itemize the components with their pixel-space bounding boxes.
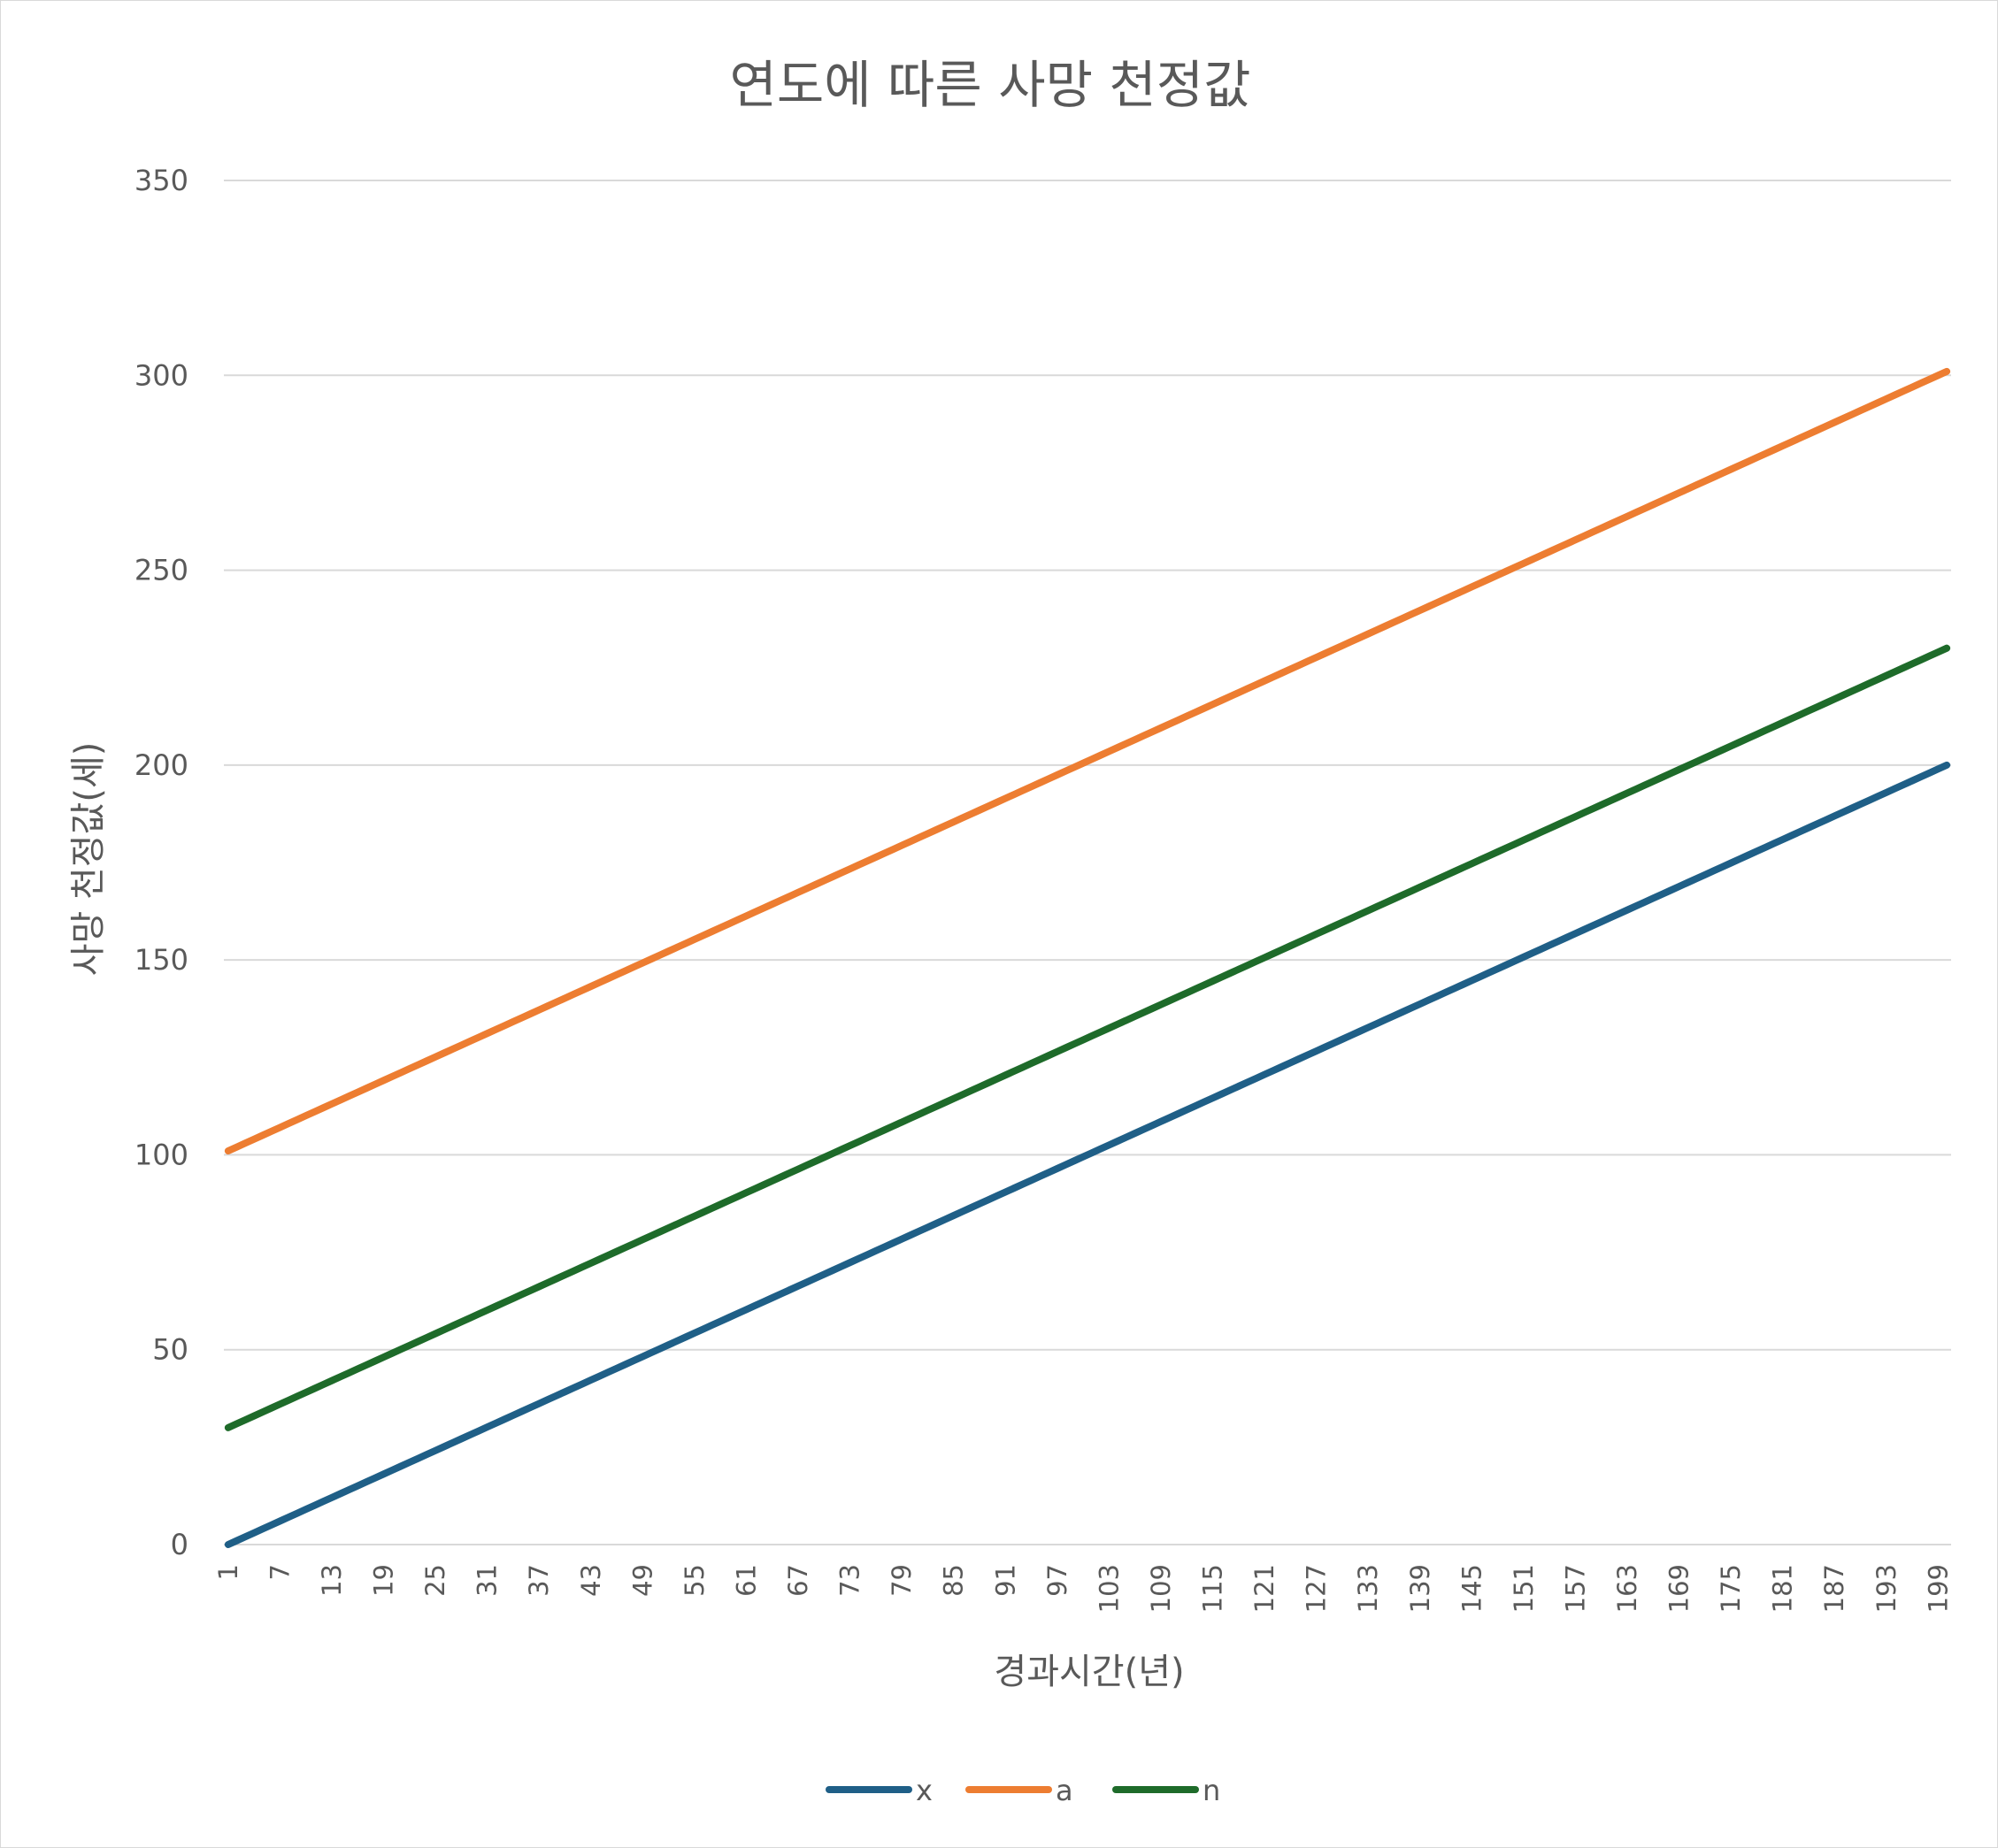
x-tick-label: 103: [1094, 1564, 1124, 1613]
x-tick-label: 193: [1871, 1564, 1902, 1613]
y-axis-ticks: 0 50 100 150 200 250 300 350: [134, 164, 188, 1561]
y-tick-label: 300: [134, 358, 188, 392]
legend-label-n: n: [1203, 1774, 1220, 1807]
x-tick-label: 7: [265, 1564, 295, 1580]
x-tick-label: 169: [1664, 1564, 1694, 1613]
y-tick-label: 350: [134, 164, 188, 197]
x-tick-label: 79: [887, 1564, 917, 1597]
x-tick-label: 1: [213, 1564, 243, 1580]
x-tick-label: 157: [1560, 1564, 1590, 1613]
x-tick-label: 163: [1612, 1564, 1642, 1613]
x-tick-label: 85: [939, 1564, 969, 1597]
x-tick-label: 19: [369, 1564, 399, 1597]
y-tick-label: 100: [134, 1138, 188, 1171]
x-tick-label: 73: [835, 1564, 865, 1597]
x-tick-label: 139: [1405, 1564, 1435, 1613]
y-tick-label: 0: [171, 1528, 188, 1561]
y-tick-label: 250: [134, 554, 188, 587]
x-tick-label: 49: [627, 1564, 657, 1597]
x-tick-label: 175: [1716, 1564, 1746, 1613]
x-tick-label: 109: [1146, 1564, 1176, 1613]
legend-label-x: x: [916, 1774, 933, 1807]
x-tick-label: 61: [731, 1564, 761, 1597]
y-tick-label: 50: [152, 1333, 188, 1367]
x-tick-label: 91: [990, 1564, 1020, 1597]
x-tick-label: 37: [524, 1564, 554, 1597]
x-tick-label: 127: [1302, 1564, 1332, 1613]
x-tick-label: 31: [473, 1564, 503, 1597]
series-line-a: [224, 367, 1951, 1155]
x-tick-label: 199: [1923, 1564, 1953, 1613]
x-tick-label: 55: [680, 1564, 710, 1597]
x-axis-ticks: 1 7 13 19 25 31 37 43 49 55 61 67 73 79 85 91 97 103 109 11…: [213, 1564, 1953, 1613]
series-line-n: [224, 644, 1951, 1431]
gridlines: [224, 180, 1951, 1545]
series-lines: [224, 367, 1951, 1548]
x-tick-label: 97: [1042, 1564, 1072, 1597]
x-axis-title: 경과시간(년): [994, 1652, 1184, 1692]
x-tick-label: 43: [576, 1564, 606, 1597]
x-tick-label: 133: [1353, 1564, 1383, 1613]
x-tick-label: 151: [1509, 1564, 1539, 1613]
y-tick-label: 150: [134, 943, 188, 977]
x-tick-label: 67: [783, 1564, 813, 1597]
chart-title: 연도에 따른 사망 천정값: [730, 55, 1251, 115]
y-tick-label: 200: [134, 748, 188, 782]
x-tick-label: 115: [1198, 1564, 1228, 1613]
y-axis-title: 사망 천정값(세): [68, 742, 109, 977]
x-tick-label: 121: [1249, 1564, 1279, 1613]
x-tick-label: 187: [1819, 1564, 1849, 1613]
series-line-x: [224, 761, 1951, 1548]
legend-label-a: a: [1056, 1774, 1073, 1807]
x-tick-label: 25: [420, 1564, 450, 1597]
x-tick-label: 145: [1456, 1564, 1487, 1613]
x-tick-label: 13: [317, 1564, 347, 1597]
x-tick-label: 181: [1768, 1564, 1798, 1613]
